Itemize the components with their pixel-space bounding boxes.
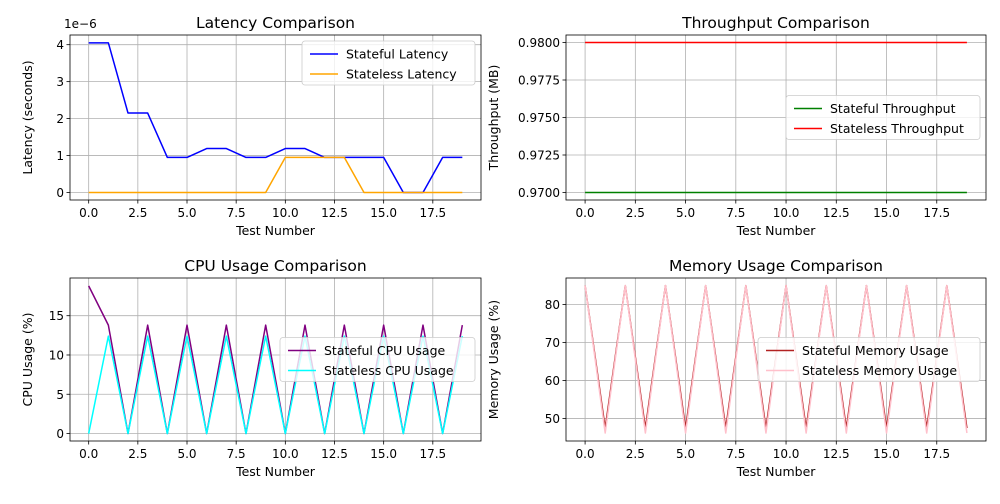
x-tick-label: 17.5: [923, 447, 950, 461]
y-axis-label: Memory Usage (%): [486, 300, 501, 419]
legend-label: Stateless CPU Usage: [324, 363, 454, 378]
y-tick-label: 4: [56, 38, 64, 52]
x-tick-label: 0.0: [576, 447, 595, 461]
axes-frame: [565, 277, 987, 442]
x-tick-label: 15.0: [873, 447, 900, 461]
x-axis-label: Test Number: [736, 223, 817, 238]
legend-label: Stateless Throughput: [830, 121, 964, 136]
x-tick-label: 7.5: [726, 447, 745, 461]
y-tick-label: 80: [545, 298, 560, 312]
y-tick-label: 0.9775: [518, 74, 560, 88]
x-tick-label: 17.5: [419, 447, 446, 461]
y-tick-label: 3: [56, 75, 64, 89]
x-axis-label: Test Number: [235, 223, 316, 238]
x-axis-label: Test Number: [736, 464, 817, 479]
y-tick-label: 50: [545, 412, 560, 426]
y-tick-label: 70: [545, 336, 560, 350]
x-tick-label: 5.0: [177, 206, 196, 220]
legend-frame: [757, 337, 981, 382]
x-tick-label: 15.0: [370, 206, 397, 220]
x-tick-label: 2.5: [128, 206, 147, 220]
legend-label: Stateful CPU Usage: [324, 343, 446, 358]
legend-label: Stateful Latency: [346, 47, 449, 62]
legend: Stateful Memory Usage Stateless Memory Us…: [757, 337, 981, 382]
x-tick-label: 17.5: [419, 206, 446, 220]
x-tick-label: 12.5: [321, 206, 348, 220]
y-tick-label: 0: [56, 427, 64, 441]
x-tick-label: 2.5: [626, 447, 645, 461]
chart-panel-latency: 0.0 2.5 5.0 7.5 10.0 12.5 15.0 17.5 0 1 2 3 4 Latency…: [20, 14, 482, 238]
y-tick-label: 10: [49, 348, 64, 362]
y-tick-label: 15: [49, 309, 64, 323]
chart-title: CPU Usage Comparison: [184, 257, 366, 275]
series-line-1: [88, 42, 463, 194]
x-tick-label: 12.5: [823, 206, 850, 220]
chart-panel-memory: 0.0 2.5 5.0 7.5 10.0 12.5 15.0 17.5 50 60 70 80 Memo…: [486, 257, 987, 479]
x-tick-label: 0.0: [79, 206, 98, 220]
x-tick-label: 12.5: [823, 447, 850, 461]
x-tick-label: 17.5: [923, 206, 950, 220]
legend: Stateful CPU Usage Stateless CPU Usage: [279, 337, 476, 382]
legend-frame: [301, 40, 476, 86]
x-tick-label: 7.5: [227, 447, 246, 461]
x-tick-label: 7.5: [726, 206, 745, 220]
series-line-2: [88, 156, 463, 194]
y-tick-label: 0.9800: [518, 36, 560, 50]
x-axis-label: Test Number: [235, 464, 316, 479]
legend: Stateful Latency Stateless Latency: [301, 40, 476, 86]
x-tick-label: 5.0: [676, 447, 695, 461]
x-tick-label: 15.0: [370, 447, 397, 461]
axis-offset-text: 1e−6: [64, 17, 97, 31]
x-tick-label: 5.0: [177, 447, 196, 461]
axes-frame: [69, 34, 482, 201]
chart-panel-throughput: 0.0 2.5 5.0 7.5 10.0 12.5 15.0 17.5 0.9700 0.9725…: [486, 14, 987, 238]
legend-frame: [279, 337, 476, 382]
legend-label: Stateful Throughput: [830, 101, 956, 116]
y-tick-label: 5: [56, 388, 64, 402]
legend-label: Stateless Memory Usage: [802, 363, 957, 378]
legend-label: Stateful Memory Usage: [802, 343, 949, 358]
legend-label: Stateless Latency: [346, 67, 457, 82]
chart-panel-cpu: 0.0 2.5 5.0 7.5 10.0 12.5 15.0 17.5 0 5 10 15 CPU Us…: [20, 257, 482, 479]
axes-frame: [69, 277, 482, 442]
x-tick-label: 2.5: [128, 447, 147, 461]
y-tick-label: 0: [56, 186, 64, 200]
y-axis-label: Throughput (MB): [486, 65, 501, 172]
chart-title: Latency Comparison: [196, 14, 355, 32]
x-tick-label: 10.0: [773, 447, 800, 461]
series-line-2: [87, 335, 464, 435]
x-tick-label: 12.5: [321, 447, 348, 461]
y-tick-label: 0.9750: [518, 111, 560, 125]
legend: Stateful Throughput Stateless Throughput: [785, 95, 981, 140]
x-tick-label: 10.0: [272, 447, 299, 461]
x-tick-label: 0.0: [79, 447, 98, 461]
x-tick-label: 15.0: [873, 206, 900, 220]
x-tick-label: 5.0: [676, 206, 695, 220]
x-tick-label: 7.5: [227, 206, 246, 220]
y-axis-label: Latency (seconds): [20, 60, 35, 174]
y-tick-label: 0.9700: [518, 186, 560, 200]
y-tick-label: 1: [56, 149, 64, 163]
x-tick-label: 2.5: [626, 206, 645, 220]
x-tick-label: 10.0: [272, 206, 299, 220]
chart-title: Memory Usage Comparison: [669, 257, 883, 275]
x-tick-label: 10.0: [773, 206, 800, 220]
chart-title: Throughput Comparison: [681, 14, 870, 32]
y-tick-label: 60: [545, 374, 560, 388]
y-tick-label: 0.9725: [518, 149, 560, 163]
y-tick-label: 2: [56, 112, 64, 126]
legend-frame: [785, 95, 981, 140]
x-tick-label: 0.0: [576, 206, 595, 220]
y-axis-label: CPU Usage (%): [20, 313, 35, 407]
